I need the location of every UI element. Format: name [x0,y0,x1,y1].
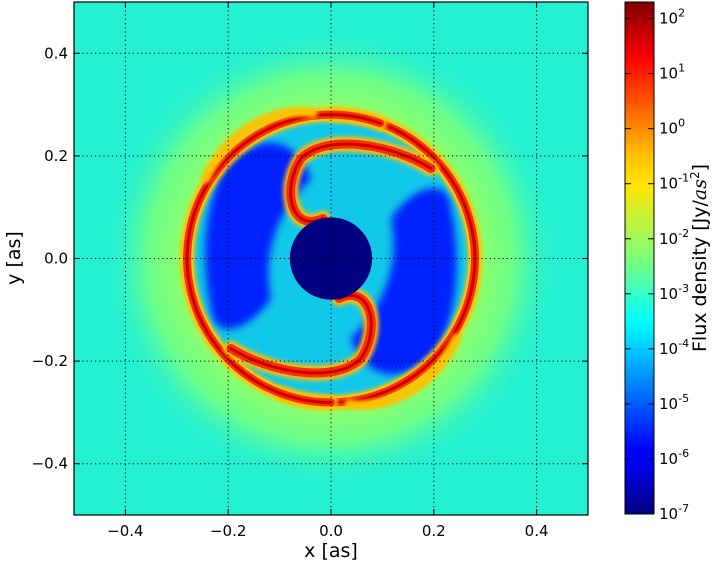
inner-arm-core-0 [289,142,433,223]
x-tick-label: 0.2 [422,522,446,540]
spiral-tail-1 [344,334,461,410]
outer-ring-core-1 [185,113,382,404]
y-tick-label: 0.0 [44,250,68,268]
x-axis-label: x [as] [304,540,358,562]
colorbar-gradient [624,1,655,515]
x-tick-label: 0.4 [525,522,549,540]
colorbar-title: Flux density [Jy/as2] [688,164,711,352]
y-axis-ticks: −0.4 −0.2 0.0 0.2 0.4 [32,44,588,473]
inner-arm-core-1 [229,294,373,375]
y-axis-label: y [as] [3,231,25,285]
colorbar-tick-label: 10-1 [659,172,689,193]
colorbar-tick-label: 10-7 [659,502,689,523]
x-tick-label: −0.4 [107,522,143,540]
grid-lines [74,2,588,515]
colorbar-tick-label: 102 [659,7,685,28]
spiral-tail-0 [201,107,318,183]
colorbar-title-power: 2 [688,171,702,179]
colorbar-tick-label: 10-5 [659,392,689,413]
colorbar-tick-label: 100 [659,117,685,138]
outer-ring-core-0 [280,113,477,404]
y-tick-label: 0.4 [44,44,68,62]
colorbar-tick-label: 10-3 [659,282,689,303]
colorbar-tick-label: 10-6 [659,447,689,468]
y-tick-label: −0.2 [32,352,68,370]
colorbar-tick-label: 10-2 [659,227,689,248]
x-axis-ticks: −0.4 −0.2 0.0 0.2 0.4 [107,2,549,540]
colorbar: 10-7 10-6 10-5 10-4 10-3 10-2 10-1 100 101 102 Fl… [624,1,711,523]
y-tick-label: −0.4 [32,455,68,473]
spiral-structure [180,107,482,410]
x-tick-label: 0.0 [319,522,343,540]
colorbar-tick-label: 101 [659,62,685,83]
y-tick-label: 0.2 [44,147,68,165]
colorbar-title-close: ] [689,164,711,171]
x-tick-label: −0.2 [210,522,246,540]
colorbar-tick-label: 10-4 [659,337,689,358]
colorbar-title-text: Flux density [Jy/ [689,200,711,352]
colorbar-title-unit: as [689,179,711,200]
colorbar-ticks: 10-7 10-6 10-5 10-4 10-3 10-2 10-1 100 101 102 [625,7,689,523]
